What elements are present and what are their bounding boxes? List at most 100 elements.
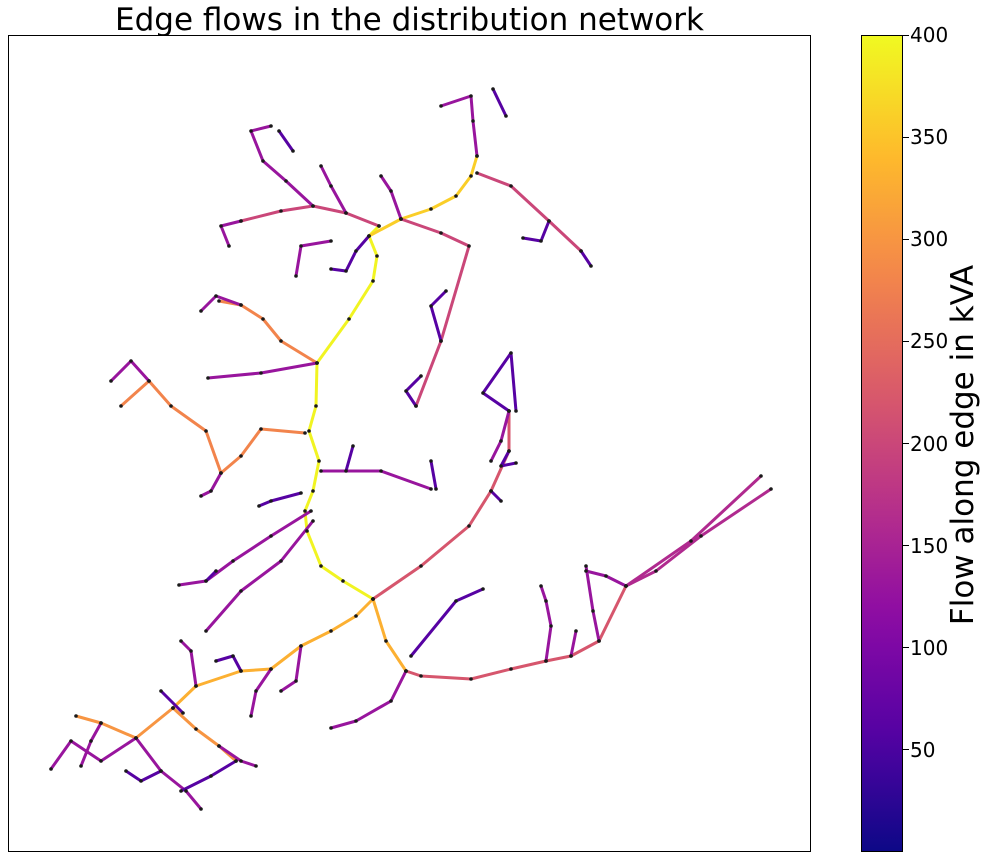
network-node bbox=[239, 669, 243, 673]
network-node bbox=[507, 449, 511, 453]
network-node bbox=[544, 659, 548, 663]
network-node bbox=[311, 519, 315, 523]
network-edge bbox=[199, 294, 243, 313]
network-node bbox=[439, 231, 443, 235]
colorbar-tick bbox=[903, 238, 909, 240]
network-node bbox=[654, 569, 658, 573]
network-edge bbox=[319, 469, 433, 491]
network-node bbox=[434, 487, 438, 491]
network-node bbox=[204, 629, 208, 633]
network-node bbox=[597, 639, 601, 643]
network-edge bbox=[239, 204, 381, 228]
network-node bbox=[404, 389, 408, 393]
network-node bbox=[89, 739, 93, 743]
network-edge bbox=[371, 597, 408, 673]
network-edge bbox=[217, 299, 319, 365]
network-node bbox=[179, 789, 183, 793]
network-edge bbox=[214, 654, 243, 673]
colorbar-tick-label: 300 bbox=[910, 227, 949, 252]
network-node bbox=[509, 184, 513, 188]
network-node bbox=[579, 249, 583, 253]
network-node bbox=[249, 129, 253, 133]
network-edge bbox=[624, 487, 773, 588]
network-node bbox=[584, 569, 588, 573]
colorbar-tick bbox=[903, 647, 909, 649]
network-node bbox=[49, 767, 53, 771]
network-edge bbox=[404, 584, 628, 681]
network-node bbox=[475, 171, 479, 175]
network-node bbox=[377, 224, 381, 228]
network-node bbox=[454, 599, 458, 603]
network-node bbox=[209, 774, 213, 778]
network-node bbox=[539, 584, 543, 588]
network-node bbox=[514, 409, 518, 413]
network-node bbox=[299, 244, 303, 248]
network-edge bbox=[124, 769, 163, 783]
network-edge bbox=[409, 587, 485, 658]
network-node bbox=[341, 579, 345, 583]
network-edge bbox=[217, 744, 258, 768]
network-node bbox=[371, 597, 375, 601]
network-node bbox=[475, 154, 479, 158]
colorbar-tick-label: 200 bbox=[910, 431, 949, 456]
network-node bbox=[249, 714, 253, 718]
network-node bbox=[209, 489, 213, 493]
network-node bbox=[129, 359, 133, 363]
network-node bbox=[399, 217, 403, 221]
network-node bbox=[159, 769, 163, 773]
network-node bbox=[507, 409, 511, 413]
network-edge bbox=[179, 759, 238, 793]
network-node bbox=[389, 189, 393, 193]
network-edge bbox=[439, 94, 479, 158]
network-node bbox=[439, 104, 443, 108]
network-node bbox=[214, 659, 218, 663]
network-node bbox=[309, 509, 313, 513]
network-edge bbox=[249, 124, 315, 208]
network-node bbox=[257, 504, 261, 508]
network-node bbox=[269, 124, 273, 128]
network-node bbox=[589, 264, 593, 268]
network-node bbox=[379, 174, 383, 178]
network-node bbox=[329, 726, 333, 730]
network-edge bbox=[171, 706, 238, 763]
network-node bbox=[139, 779, 143, 783]
colorbar-tick-label: 350 bbox=[910, 125, 949, 150]
network-node bbox=[549, 624, 553, 628]
network-edge bbox=[481, 351, 518, 413]
network-node bbox=[371, 279, 375, 283]
network-edge bbox=[74, 706, 175, 740]
network-node bbox=[344, 469, 348, 473]
network-node bbox=[591, 609, 595, 613]
network-node bbox=[471, 119, 475, 123]
network-node bbox=[99, 721, 103, 725]
network-node bbox=[214, 569, 218, 573]
network-edge bbox=[219, 219, 243, 248]
network-node bbox=[419, 564, 423, 568]
network-node bbox=[194, 684, 198, 688]
network-edge bbox=[429, 459, 438, 491]
network-node bbox=[74, 714, 78, 718]
network-node bbox=[239, 219, 243, 223]
network-node bbox=[384, 639, 388, 643]
network-edge bbox=[49, 736, 138, 771]
network-node bbox=[467, 244, 471, 248]
network-node bbox=[231, 559, 235, 563]
network-node bbox=[509, 351, 513, 355]
network-node bbox=[454, 194, 458, 198]
network-node bbox=[329, 239, 333, 243]
network-node bbox=[547, 219, 551, 223]
network-node bbox=[219, 471, 223, 475]
network-node bbox=[279, 209, 283, 213]
network-node bbox=[234, 759, 238, 763]
network-node bbox=[481, 587, 485, 591]
network-node bbox=[109, 379, 113, 383]
network-node bbox=[147, 379, 151, 383]
network-node bbox=[69, 739, 73, 743]
network-node bbox=[269, 499, 273, 503]
network-node bbox=[347, 317, 351, 321]
network-node bbox=[317, 459, 321, 463]
network-edge bbox=[329, 234, 371, 273]
network-node bbox=[194, 727, 198, 731]
network-node bbox=[305, 529, 309, 533]
network-node bbox=[419, 674, 423, 678]
